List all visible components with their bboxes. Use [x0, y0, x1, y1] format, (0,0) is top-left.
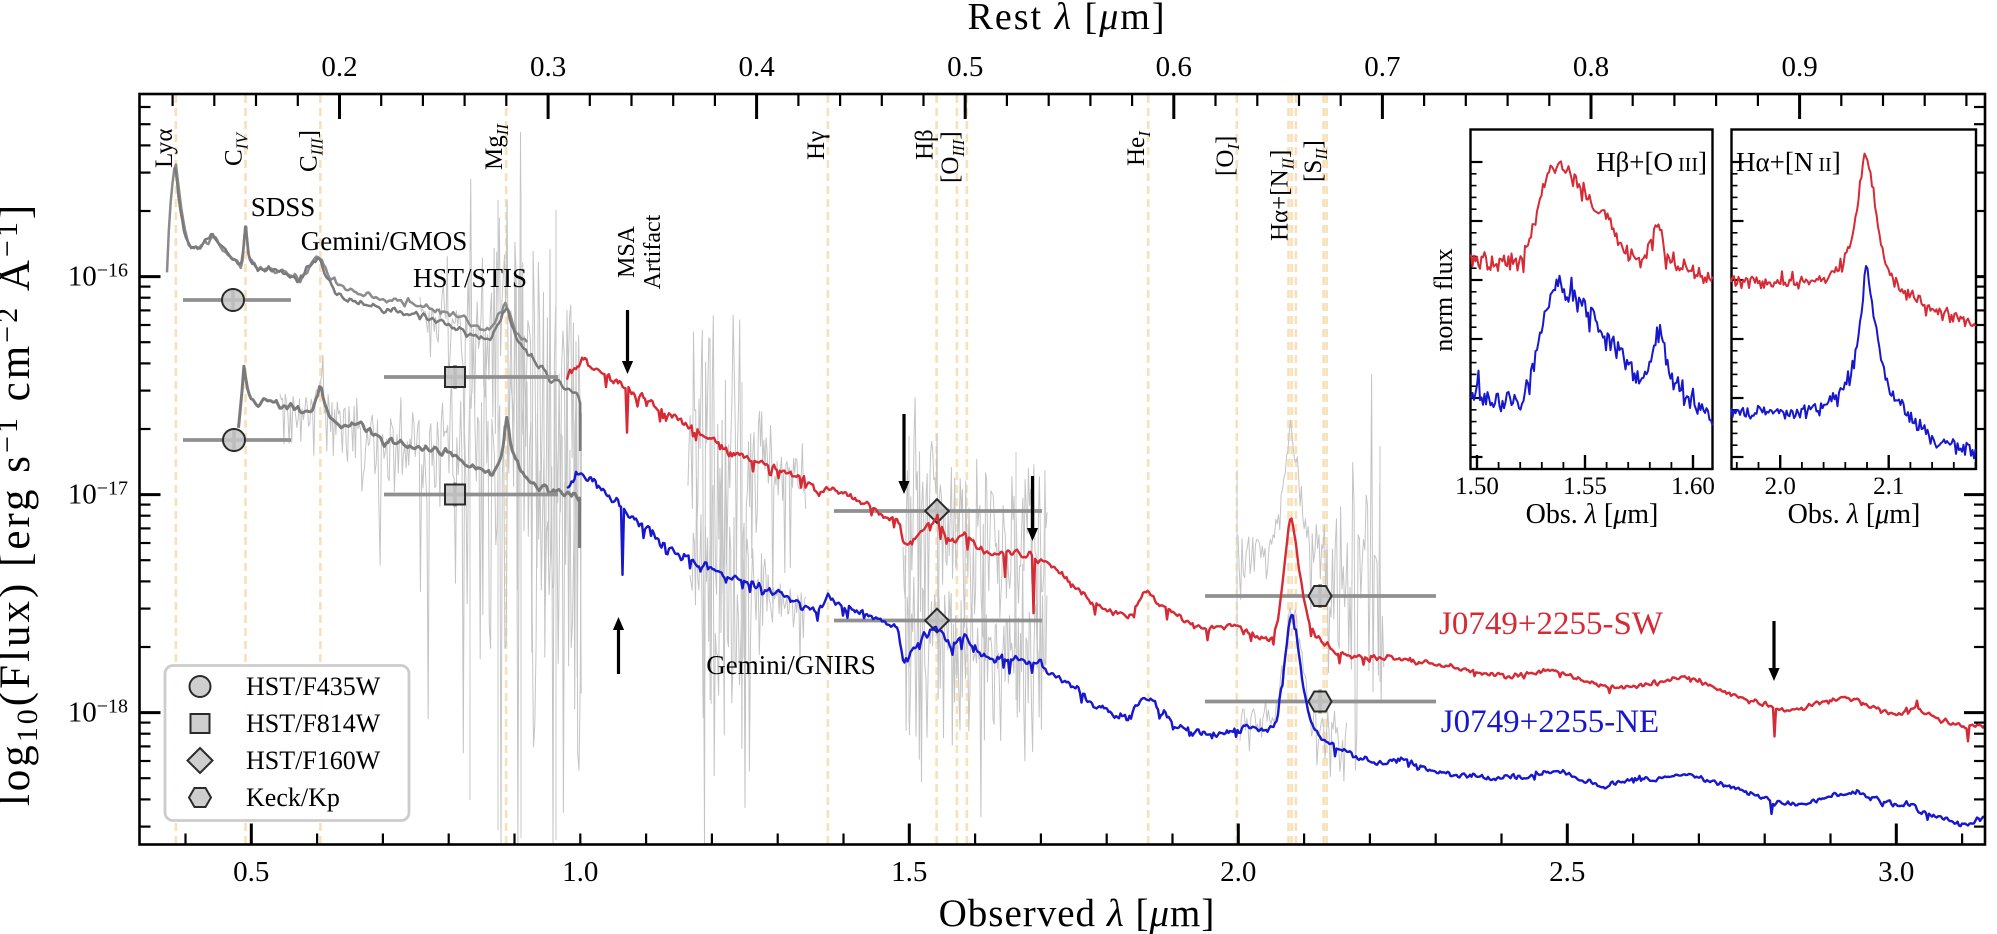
- svg-text:Rest λ [μm]: Rest λ [μm]: [968, 0, 1167, 38]
- svg-text:J0749+2255-SW: J0749+2255-SW: [1439, 606, 1664, 642]
- svg-text:2.5: 2.5: [1549, 856, 1585, 888]
- svg-text:2.1: 2.1: [1873, 473, 1904, 500]
- svg-text:SDSS: SDSS: [251, 192, 316, 222]
- svg-text:0.5: 0.5: [947, 51, 983, 83]
- svg-text:J0749+2255-NE: J0749+2255-NE: [1441, 704, 1659, 740]
- svg-text:Observed λ [μm]: Observed λ [μm]: [939, 892, 1216, 934]
- svg-text:3.0: 3.0: [1878, 856, 1914, 888]
- svg-text:MSA: MSA: [614, 225, 640, 278]
- svg-text:1.60: 1.60: [1671, 473, 1715, 500]
- svg-text:log10(Flux) [erg s−1 cm−2 Å−1]: log10(Flux) [erg s−1 cm−2 Å−1]: [0, 202, 44, 806]
- svg-text:1.55: 1.55: [1563, 473, 1607, 500]
- svg-text:Hγ: Hγ: [803, 131, 830, 160]
- svg-text:Keck/Kp: Keck/Kp: [246, 783, 340, 812]
- svg-text:norm flux: norm flux: [1429, 248, 1458, 351]
- svg-text:HST/F160W: HST/F160W: [246, 746, 381, 775]
- svg-text:1.0: 1.0: [562, 856, 598, 888]
- svg-text:[OI]: [OI]: [1212, 136, 1243, 176]
- svg-text:Lyα: Lyα: [151, 129, 178, 169]
- svg-text:0.7: 0.7: [1364, 51, 1400, 83]
- svg-text:2.0: 2.0: [1765, 473, 1796, 500]
- svg-text:0.8: 0.8: [1573, 51, 1609, 83]
- svg-text:Obs. λ [μm]: Obs. λ [μm]: [1788, 499, 1921, 530]
- svg-text:0.6: 0.6: [1156, 51, 1192, 83]
- svg-text:[SII]: [SII]: [1300, 140, 1331, 182]
- svg-text:Obs. λ [μm]: Obs. λ [μm]: [1526, 499, 1659, 530]
- svg-text:Hα+[N II]: Hα+[N II]: [1736, 147, 1841, 177]
- svg-text:[OIII]: [OIII]: [937, 131, 968, 183]
- svg-text:2.0: 2.0: [1220, 856, 1256, 888]
- svg-text:1.50: 1.50: [1455, 473, 1499, 500]
- svg-text:0.5: 0.5: [233, 856, 269, 888]
- svg-text:0.4: 0.4: [738, 51, 775, 83]
- svg-text:0.3: 0.3: [530, 51, 566, 83]
- svg-text:1.5: 1.5: [891, 856, 927, 888]
- svg-text:Hβ: Hβ: [912, 129, 939, 160]
- svg-text:Artifact: Artifact: [640, 214, 666, 289]
- svg-text:0.2: 0.2: [321, 51, 357, 83]
- svg-text:Gemini/GMOS: Gemini/GMOS: [301, 226, 468, 256]
- svg-text:0.9: 0.9: [1781, 51, 1817, 83]
- svg-text:Gemini/GNIRS: Gemini/GNIRS: [706, 650, 876, 680]
- svg-text:HST/STIS: HST/STIS: [413, 263, 527, 293]
- svg-text:HST/F814W: HST/F814W: [246, 709, 381, 738]
- svg-text:HST/F435W: HST/F435W: [246, 672, 381, 701]
